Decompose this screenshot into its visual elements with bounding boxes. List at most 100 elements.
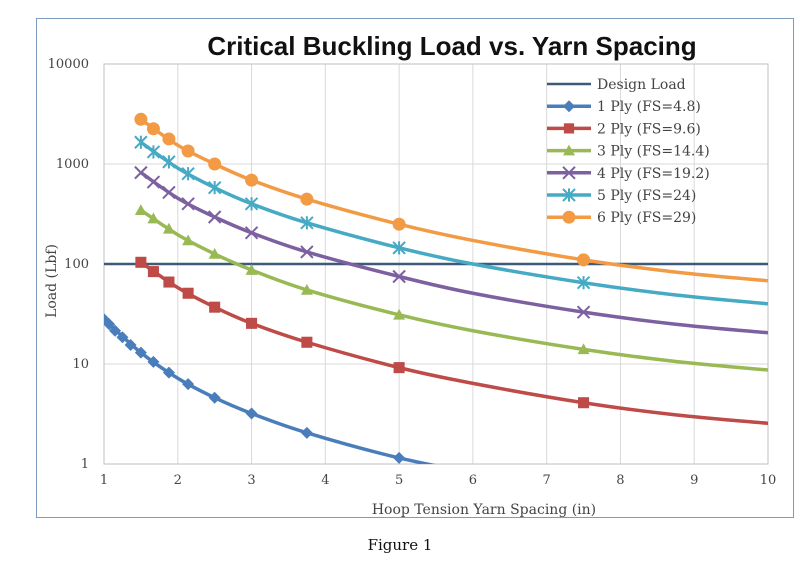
data-point-square [147,266,159,278]
data-point-triangle [134,204,147,216]
data-point-circle [134,112,148,126]
data-point-diamond [147,355,160,368]
data-point-square [182,287,194,299]
legend-label: 2 Ply (FS=9.6) [597,121,701,137]
y-tick-label: 1 [81,457,89,472]
chart-frame: 1 2 3 4 5 6 7 8 9 10 1 10 100 1000 10000 Design Load 1 … [36,18,794,518]
data-point-square [393,362,405,374]
data-point-diamond [162,366,175,379]
x-tick-label: 7 [543,473,551,488]
x-axis-label: Hoop Tension Yarn Spacing (in) [372,502,596,518]
series-line [139,171,768,335]
legend-label: 6 Ply (FS=29) [597,210,696,226]
data-point-x [392,269,406,284]
data-point-diamond [124,338,137,351]
x-tick-label: 1 [100,473,108,488]
data-point-square [246,317,258,329]
series-6-ply-fs-29 [134,112,768,283]
data-point-x [562,166,576,180]
data-point-star [300,216,314,230]
legend-label: 4 Ply (FS=19.2) [597,166,710,182]
data-point-square [578,397,590,409]
data-point-circle [208,157,222,171]
series-layer [104,112,768,464]
data-point-x [576,305,591,319]
data-point-x [207,210,222,224]
data-point-diamond [134,346,147,359]
legend-item: 4 Ply (FS=19.2) [547,166,710,182]
data-point-triangle [162,222,175,234]
data-point-diamond [116,331,129,344]
x-tick-label: 8 [616,473,624,488]
legend-label: 5 Ply (FS=24) [597,188,696,204]
data-point-circle [577,253,591,267]
legend-item: 2 Ply (FS=9.6) [547,121,701,137]
data-point-square [301,336,313,348]
data-point-square [163,276,175,288]
legend-item: 1 Ply (FS=4.8) [547,99,701,115]
legend-label: 3 Ply (FS=14.4) [597,144,710,160]
x-tick-label: 5 [395,473,403,488]
x-tick-label: 9 [690,473,698,488]
y-tick-label: 10000 [48,57,89,72]
series-line [139,117,768,283]
data-point-star [181,166,195,181]
legend: Design Load 1 Ply (FS=4.8) 2 Ply (FS=9.6) 3… [547,77,710,226]
data-point-x [300,245,314,259]
series-line [139,260,768,426]
data-point-diamond [300,426,313,439]
x-tick-label: 2 [174,473,182,488]
y-tick-label: 100 [64,257,89,272]
legend-label: 1 Ply (FS=4.8) [597,99,701,115]
data-point-circle [146,122,160,136]
legend-item: 3 Ply (FS=14.4) [547,144,710,160]
data-point-x [181,197,195,211]
data-point-diamond [245,407,258,420]
data-point-x [134,165,148,180]
series-2-ply-fs-9-6 [135,256,768,426]
data-point-circle [245,173,259,187]
y-tick-label: 1000 [56,157,89,172]
data-point-triangle [300,283,313,295]
legend-item: 5 Ply (FS=24) [547,188,696,204]
data-point-triangle [182,234,195,246]
data-point-triangle [208,247,221,259]
x-tick-label: 4 [321,473,329,488]
data-point-star [576,276,591,290]
line-chart: 1 2 3 4 5 6 7 8 9 10 1 10 100 1000 10000 Design Load 1 … [44,31,776,518]
data-point-star [207,180,222,195]
data-point-star [562,188,576,202]
series-line [104,317,436,464]
x-tick-label: 3 [247,473,255,488]
data-point-star [146,145,161,159]
data-point-square [135,256,147,268]
series-1-ply-fs-4-8 [104,313,436,464]
y-tick-label: 10 [72,357,89,372]
series-3-ply-fs-14-4 [134,204,768,372]
legend-item: 6 Ply (FS=29) [547,210,696,226]
data-point-star [392,241,406,255]
data-point-triangle [147,212,160,224]
data-point-circle [300,192,314,206]
data-point-diamond [182,378,195,391]
data-point-circle [162,132,176,146]
data-point-x [244,226,259,240]
data-point-circle [181,144,195,158]
data-point-diamond [208,391,221,404]
data-point-star [134,135,148,149]
series-5-ply-fs-24 [134,135,768,306]
data-point-circle [562,210,576,224]
data-point-diamond [393,451,406,464]
data-point-diamond [563,100,575,113]
data-point-diamond [104,318,116,331]
y-axis-label: Load (Lbf) [44,244,60,318]
series-line [139,208,768,372]
series-4-ply-fs-19-2 [134,165,768,335]
data-point-square [209,301,221,313]
data-point-diamond [109,324,122,337]
data-point-triangle [245,264,258,275]
figure-caption: Figure 1 [367,536,433,554]
chart-title: Critical Buckling Load vs. Yarn Spacing [207,31,696,61]
data-point-triangle [577,343,590,355]
data-point-x [162,185,176,200]
